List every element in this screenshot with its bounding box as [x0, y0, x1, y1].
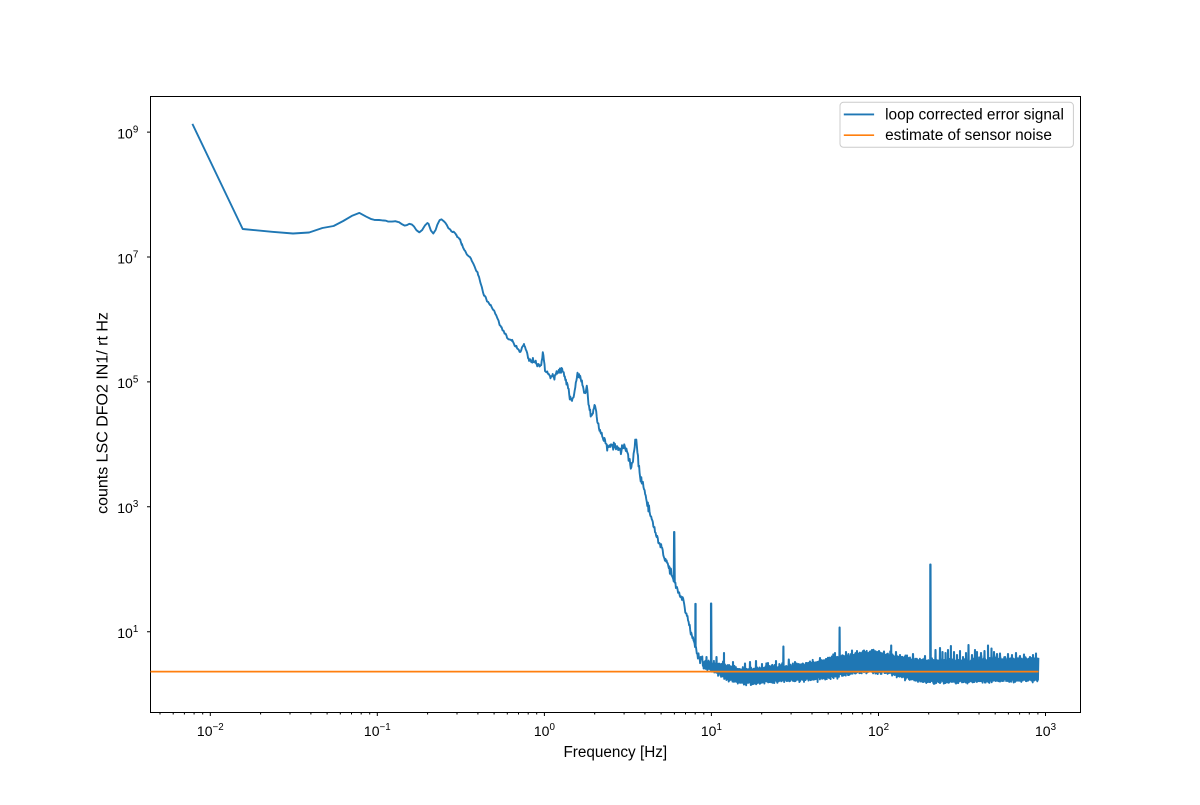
- svg-text:counts LSC DFO2 IN1/ rt Hz: counts LSC DFO2 IN1/ rt Hz: [95, 312, 112, 514]
- svg-text:estimate of sensor noise: estimate of sensor noise: [885, 127, 1052, 144]
- svg-text:Frequency [Hz]: Frequency [Hz]: [563, 744, 667, 761]
- svg-text:loop corrected error signal: loop corrected error signal: [885, 106, 1064, 123]
